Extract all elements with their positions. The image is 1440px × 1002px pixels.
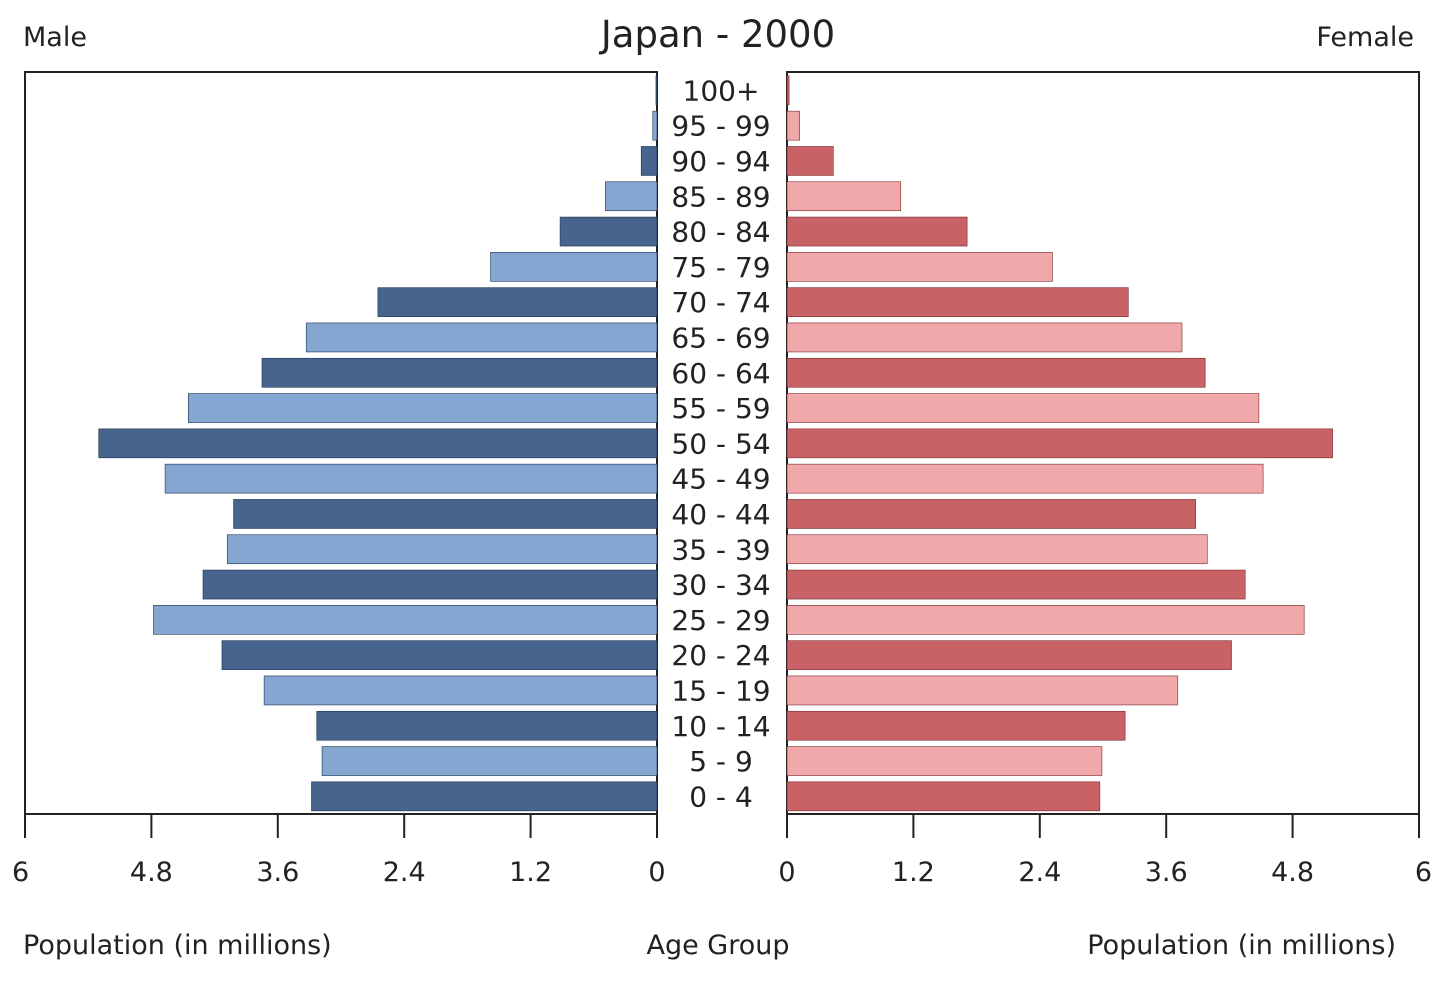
female-bar-9 [786, 463, 1264, 494]
age-group-label: 70 - 74 [671, 286, 770, 319]
female-label: Female [1316, 22, 1414, 53]
female-bar-19 [786, 110, 800, 141]
female-tick-label: 4.8 [1271, 857, 1314, 888]
male-bar-5 [153, 605, 658, 635]
chart-title: Japan - 2000 [599, 13, 835, 56]
male-tick-label: 4.8 [130, 857, 173, 888]
age-group-label: 30 - 34 [671, 569, 770, 602]
age-group-label: 100+ [683, 74, 760, 107]
female-bar-6 [786, 569, 1246, 600]
age-group-label: 20 - 24 [671, 639, 770, 672]
age-group-label: 60 - 64 [671, 357, 770, 390]
male-tick-label: 2.4 [383, 857, 426, 888]
x-axis-ticks: 0 0 1.2 1.2 2.4 2.4 3.6 3.6 4.8 4.8 6 6 [12, 814, 1432, 888]
male-bar-12 [261, 357, 658, 388]
female-tick-label: 0 [778, 857, 795, 888]
age-group-label: 10 - 14 [671, 710, 770, 743]
male-bar-0 [311, 781, 658, 812]
female-bar-18 [786, 146, 834, 176]
age-group-label: 85 - 89 [671, 180, 770, 213]
male-bar-14 [377, 287, 658, 317]
male-bar-10 [98, 428, 658, 459]
male-bar-6 [202, 569, 658, 600]
male-bar-17 [605, 181, 658, 212]
male-bar-9 [164, 463, 658, 494]
age-group-label: 65 - 69 [671, 321, 770, 354]
age-group-label: 50 - 54 [671, 427, 770, 460]
female-bar-4 [786, 640, 1232, 670]
female-bar-16 [786, 216, 968, 247]
male-tick-label: 3.6 [256, 857, 299, 888]
female-bar-1 [786, 746, 1103, 776]
male-bar-1 [321, 746, 658, 776]
age-group-label: 15 - 19 [671, 674, 770, 707]
female-bar-15 [786, 252, 1053, 282]
age-group-label: 45 - 49 [671, 463, 770, 496]
age-group-axis-label: Age Group [646, 930, 789, 961]
age-group-label: 95 - 99 [671, 110, 770, 143]
female-bar-11 [786, 393, 1260, 423]
female-bar-8 [786, 499, 1196, 529]
male-label: Male [23, 22, 87, 53]
female-axis-label: Population (in millions) [1087, 930, 1396, 961]
age-group-label: 90 - 94 [671, 145, 770, 178]
female-bar-14 [786, 287, 1129, 317]
age-group-label: 55 - 59 [671, 392, 770, 425]
male-bar-3 [263, 675, 658, 706]
male-bar-8 [233, 499, 658, 529]
male-bar-18 [640, 146, 658, 176]
male-tick-label: 0 [648, 857, 665, 888]
female-tick-label: 6 [1415, 857, 1432, 888]
age-group-label: 0 - 4 [689, 780, 753, 813]
female-tick-label: 2.4 [1018, 857, 1061, 888]
female-bar-3 [786, 675, 1179, 706]
female-bar-7 [786, 534, 1208, 565]
male-bar-19 [652, 110, 658, 141]
male-bar-11 [187, 393, 658, 423]
female-bar-17 [786, 181, 902, 212]
female-bar-13 [786, 322, 1183, 353]
age-group-label: 75 - 79 [671, 251, 770, 284]
female-tick-label: 3.6 [1145, 857, 1188, 888]
male-bar-15 [490, 252, 658, 282]
female-bar-10 [786, 428, 1333, 459]
male-bar-13 [305, 322, 658, 353]
male-bar-20 [655, 75, 658, 106]
female-bar-5 [786, 605, 1305, 635]
female-tick-label: 1.2 [892, 857, 935, 888]
male-bar-16 [559, 216, 658, 247]
female-bar-12 [786, 357, 1206, 388]
male-axis-label: Population (in millions) [23, 930, 332, 961]
male-tick-label: 1.2 [509, 857, 552, 888]
female-bar-0 [786, 781, 1101, 812]
female-bar-2 [786, 710, 1126, 741]
age-group-label: 35 - 39 [671, 533, 770, 566]
male-bar-2 [316, 710, 658, 741]
female-bar-20 [786, 75, 790, 106]
age-group-label: 25 - 29 [671, 604, 770, 637]
age-group-label: 80 - 84 [671, 216, 770, 249]
male-bar-4 [221, 640, 658, 670]
age-group-label: 40 - 44 [671, 498, 770, 531]
female-bars [786, 75, 1333, 812]
male-bar-7 [226, 534, 658, 565]
male-tick-label: 6 [12, 857, 29, 888]
age-group-label: 5 - 9 [689, 745, 753, 778]
male-bars [98, 75, 658, 812]
